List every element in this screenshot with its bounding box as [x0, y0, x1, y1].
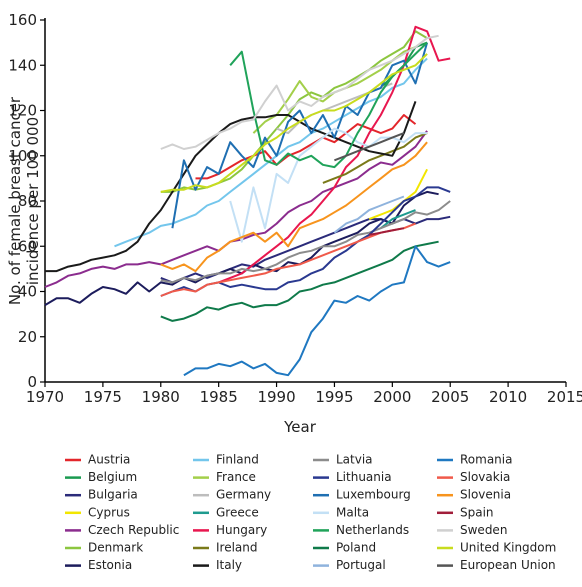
series-line: [171, 42, 429, 229]
legend-label: Portugal: [336, 558, 386, 572]
legend-label: Greece: [216, 505, 259, 519]
x-axis-label: Year: [283, 418, 317, 436]
legend-label: Bulgaria: [88, 488, 138, 502]
y-axis-label: incidence per 100 000: [24, 117, 42, 285]
series-line: [160, 53, 428, 193]
legend-label: Finland: [216, 453, 259, 467]
legend-label: Latvia: [336, 453, 373, 467]
legend-label: Ireland: [216, 541, 258, 555]
legend-label: Belgium: [88, 470, 137, 484]
y-tick-label: 120: [8, 102, 37, 120]
y-axis-label: No. of female breast cancer: [6, 96, 24, 305]
legend-label: Italy: [216, 558, 242, 572]
y-tick-label: 60: [18, 237, 37, 255]
series-line: [44, 190, 439, 306]
x-tick-label: 1990: [257, 388, 295, 406]
legend-label: France: [216, 470, 256, 484]
x-tick-label: 1975: [84, 388, 122, 406]
series-line: [160, 200, 451, 284]
series-line: [160, 222, 416, 297]
y-tick-label: 160: [8, 11, 37, 29]
legend-label: Denmark: [88, 541, 143, 555]
y-tick-label: 20: [18, 328, 37, 346]
legend-label: Germany: [216, 488, 271, 502]
series-line: [45, 101, 417, 273]
legend-label: Malta: [336, 505, 369, 519]
x-tick-label: 1995: [315, 388, 353, 406]
series-line: [333, 195, 405, 234]
legend-label: Slovenia: [460, 488, 511, 502]
x-tick-label: 2010: [489, 388, 527, 406]
series-line: [380, 209, 416, 229]
series-line: [183, 245, 451, 377]
legend-label: United Kingdom: [460, 541, 556, 555]
legend-label: Cyprus: [88, 505, 130, 519]
legend-label: Hungary: [216, 523, 267, 537]
legend-label: Slovakia: [460, 470, 510, 484]
series-line: [322, 132, 428, 184]
y-tick-label: 40: [18, 283, 37, 301]
x-tick-label: 1980: [142, 388, 180, 406]
legend-label: Estonia: [88, 558, 132, 572]
series-line: [334, 132, 405, 162]
series-line: [160, 141, 428, 273]
x-tick-label: 1985: [200, 388, 238, 406]
x-tick-label: 2015: [547, 388, 582, 406]
series-line: [229, 41, 428, 169]
legend-label: Netherlands: [336, 523, 409, 537]
legend-label: Spain: [460, 505, 494, 519]
x-tick-label: 1970: [26, 388, 64, 406]
series-line: [369, 227, 405, 236]
legend-label: Czech Republic: [88, 523, 179, 537]
legend-label: European Union: [460, 558, 556, 572]
series-line: [44, 130, 428, 288]
legend-label: Romania: [460, 453, 512, 467]
y-tick-label: 0: [27, 373, 37, 391]
series-line: [218, 25, 451, 284]
x-tick-label: 2005: [431, 388, 469, 406]
series-line: [195, 114, 417, 180]
series-line: [160, 34, 439, 150]
x-tick-label: 2000: [373, 388, 411, 406]
legend-label: Poland: [336, 541, 376, 555]
series-line: [160, 240, 439, 322]
series-line: [229, 127, 428, 243]
y-tick-label: 80: [18, 192, 37, 210]
legend-label: Sweden: [460, 523, 507, 537]
y-tick-label: 100: [8, 147, 37, 165]
legend-label: Lithuania: [336, 470, 392, 484]
y-tick-label: 140: [8, 56, 37, 74]
legend-label: Austria: [88, 453, 130, 467]
legend-label: Luxembourg: [336, 488, 411, 502]
series-line: [114, 57, 428, 248]
